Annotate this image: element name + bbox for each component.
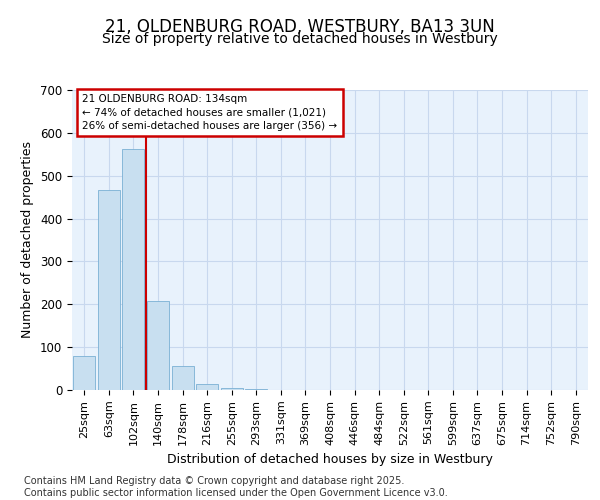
Bar	[98, 190, 120, 390]
Bar	[172, 366, 194, 390]
Bar	[245, 389, 268, 390]
Bar	[196, 384, 218, 390]
Text: 21, OLDENBURG ROAD, WESTBURY, BA13 3UN: 21, OLDENBURG ROAD, WESTBURY, BA13 3UN	[105, 18, 495, 36]
Bar	[122, 149, 145, 390]
Text: Size of property relative to detached houses in Westbury: Size of property relative to detached ho…	[102, 32, 498, 46]
X-axis label: Distribution of detached houses by size in Westbury: Distribution of detached houses by size …	[167, 453, 493, 466]
Bar	[73, 356, 95, 390]
Bar	[221, 388, 243, 390]
Y-axis label: Number of detached properties: Number of detached properties	[22, 142, 34, 338]
Text: 21 OLDENBURG ROAD: 134sqm
← 74% of detached houses are smaller (1,021)
26% of se: 21 OLDENBURG ROAD: 134sqm ← 74% of detac…	[82, 94, 337, 131]
Text: Contains HM Land Registry data © Crown copyright and database right 2025.
Contai: Contains HM Land Registry data © Crown c…	[24, 476, 448, 498]
Bar	[147, 302, 169, 390]
